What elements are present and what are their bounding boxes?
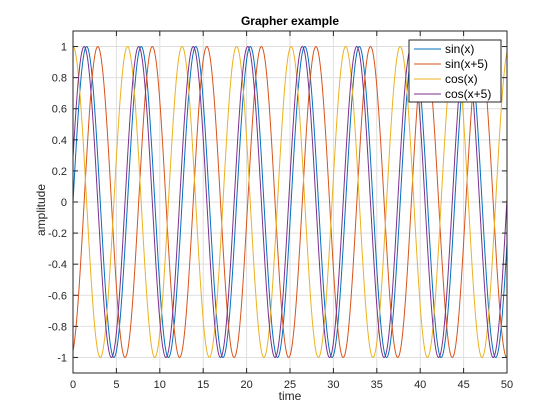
x-tick-label: 25 bbox=[284, 379, 296, 391]
series-line-cos-x bbox=[72, 46, 508, 358]
legend-label: sin(x+5) bbox=[445, 57, 488, 71]
x-tick-label: 50 bbox=[501, 379, 513, 391]
x-tick-label: 45 bbox=[457, 379, 469, 391]
legend-box bbox=[408, 39, 502, 103]
y-tick-label: -1 bbox=[57, 352, 67, 364]
y-tick-label: 0 bbox=[61, 197, 67, 209]
y-tick-label: 0.4 bbox=[52, 135, 67, 147]
y-tick-label: 0.8 bbox=[52, 73, 67, 85]
y-tick-label: -0.4 bbox=[48, 259, 67, 271]
series-line-sin-x bbox=[72, 46, 508, 358]
chart-title: Grapher example bbox=[241, 14, 339, 28]
legend: sin(x)sin(x+5)cos(x)cos(x+5) bbox=[408, 39, 502, 103]
y-tick-label: 1 bbox=[61, 42, 67, 54]
y-tick-label: 0.2 bbox=[52, 166, 67, 178]
y-tick-label: 0.6 bbox=[52, 104, 67, 116]
x-tick-label: 35 bbox=[371, 379, 383, 391]
series-line-cos-x-5 bbox=[72, 46, 508, 358]
legend-label: cos(x) bbox=[445, 72, 478, 86]
x-tick-label: 5 bbox=[113, 379, 119, 391]
legend-label: sin(x) bbox=[445, 42, 474, 56]
x-tick-label: 0 bbox=[70, 379, 76, 391]
x-tick-label: 30 bbox=[327, 379, 339, 391]
x-tick-label: 40 bbox=[414, 379, 426, 391]
x-axis-label: time bbox=[279, 389, 302, 403]
x-tick-label: 20 bbox=[240, 379, 252, 391]
legend-label: cos(x+5) bbox=[445, 87, 491, 101]
y-tick-label: -0.6 bbox=[48, 290, 67, 302]
series-lines bbox=[72, 46, 508, 358]
y-axis-label: amplitude bbox=[34, 184, 48, 236]
y-tick-label: -0.2 bbox=[48, 228, 67, 240]
y-tick-label: -0.8 bbox=[48, 321, 67, 333]
ticks: 0 5 10 15 20 25 30 35 40 45 50 -1 -0.8 -0.6 -0.4 -0.2 0 0… bbox=[48, 31, 513, 391]
x-tick-label: 10 bbox=[154, 379, 166, 391]
x-tick-label: 15 bbox=[197, 379, 209, 391]
